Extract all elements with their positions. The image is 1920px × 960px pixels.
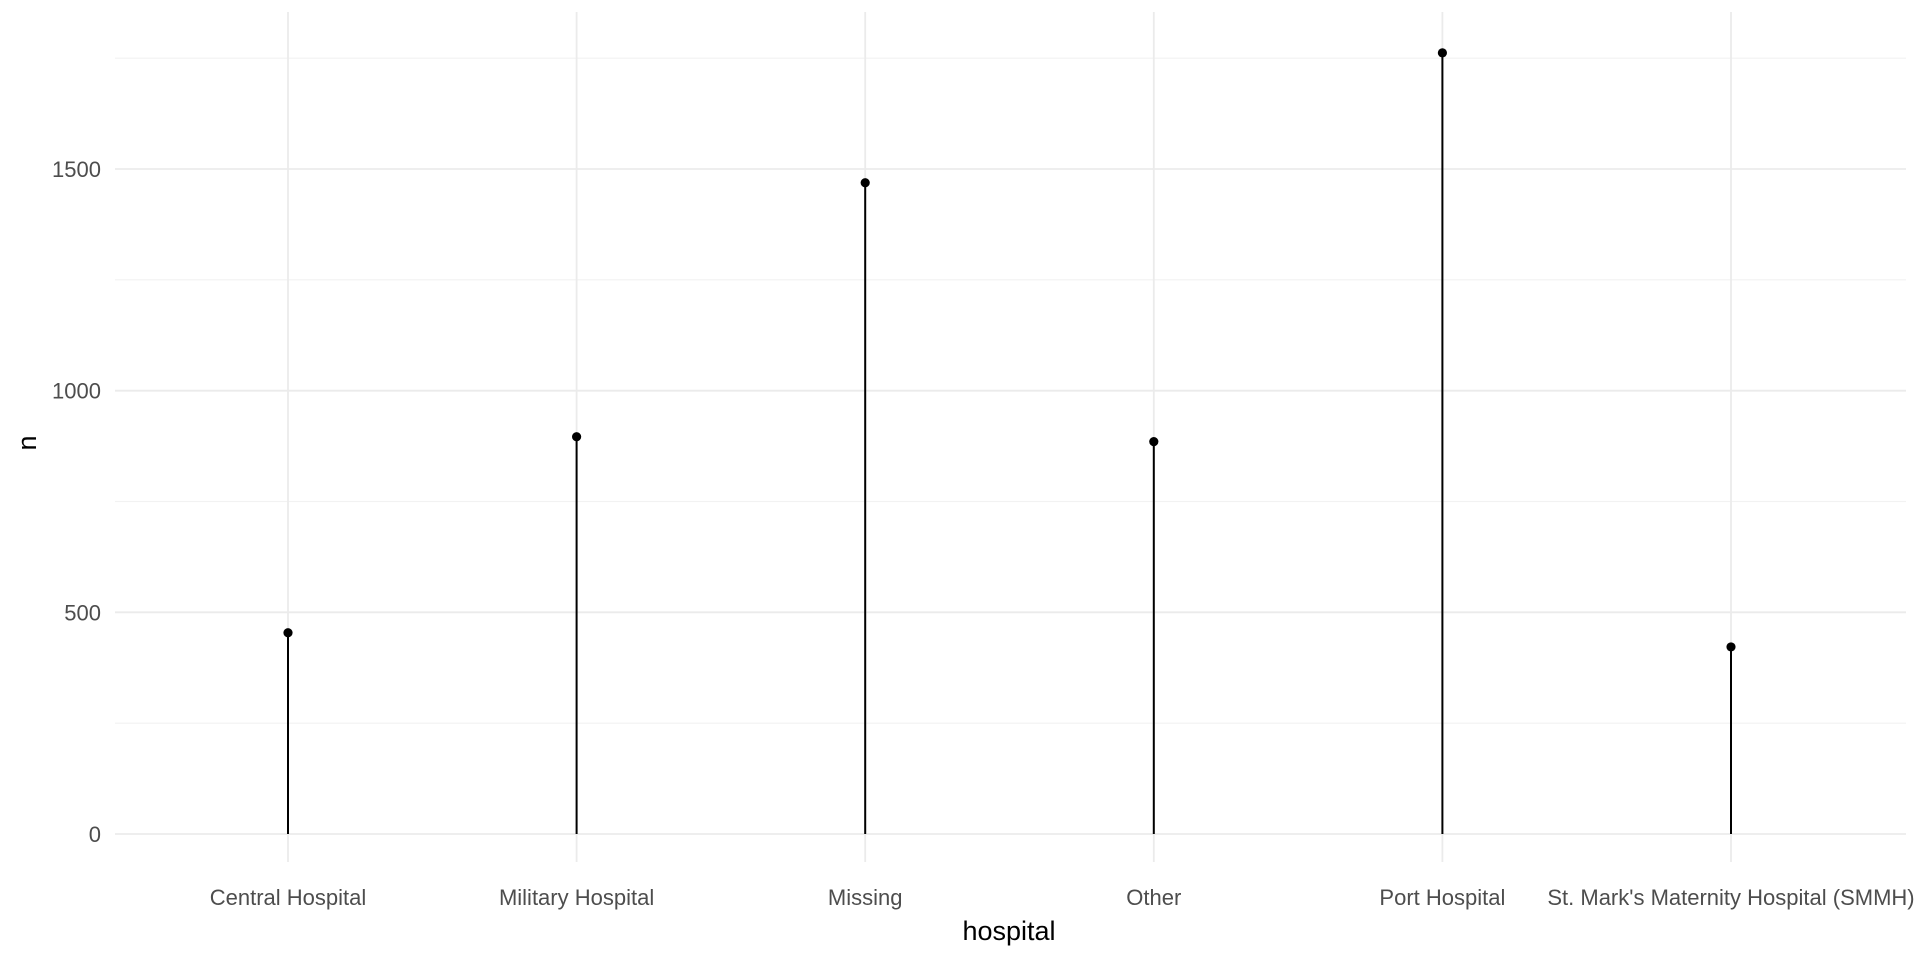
lollipop-point xyxy=(860,178,870,188)
x-tick-label: Military Hospital xyxy=(499,885,654,910)
y-tick-label: 1500 xyxy=(52,157,101,182)
x-tick-label: Central Hospital xyxy=(210,885,367,910)
x-axis-title: hospital xyxy=(962,916,1055,946)
data-marks xyxy=(283,48,1736,834)
lollipop-point xyxy=(1149,437,1159,447)
lollipop-point xyxy=(1726,642,1736,652)
lollipop-point xyxy=(572,432,582,442)
minor-gridlines xyxy=(115,57,1906,724)
y-tick-label: 500 xyxy=(64,600,101,625)
y-tick-label: 1000 xyxy=(52,379,101,404)
x-tick-label: Missing xyxy=(828,885,903,910)
x-tick-label: Other xyxy=(1126,885,1181,910)
lollipop-point xyxy=(1437,48,1447,58)
y-axis-tick-labels: 0 500 1000 1500 xyxy=(52,157,101,847)
y-tick-label: 0 xyxy=(89,822,101,847)
x-axis-tick-labels: Central Hospital Military Hospital Missing… xyxy=(210,885,1915,910)
x-tick-label: St. Mark's Maternity Hospital (SMMH) xyxy=(1547,885,1914,910)
major-gridlines xyxy=(115,12,1906,862)
y-axis-title: n xyxy=(12,435,42,450)
lollipop-point xyxy=(283,628,293,638)
x-tick-label: Port Hospital xyxy=(1379,885,1505,910)
